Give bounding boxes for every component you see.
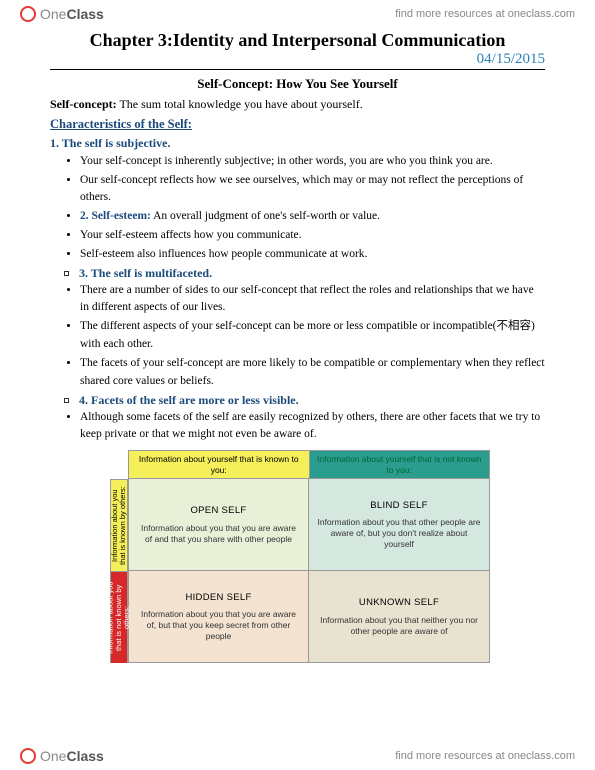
johari-side-known-by-others: Information about you that is known by o… [110,479,128,571]
johari-body: Information about you that is known by o… [110,479,490,663]
section-title: Self-Concept: How You See Yourself [50,76,545,92]
brand-name: OneClass [40,6,104,22]
characteristics-heading: Characteristics of the Self: [50,117,545,132]
bullet-list: There are a number of sides to our self-… [80,282,545,391]
page-header: OneClass find more resources at oneclass… [0,0,595,28]
johari-header-known-to-you: Information about yourself that is known… [128,450,310,479]
bullet-list: Although some facets of the self are eas… [80,409,545,445]
logo-icon [20,6,36,22]
list-item: Your self-concept is inherently subjecti… [80,153,545,171]
johari-header-not-known-to-you: Information about yourself that is not k… [310,450,491,479]
johari-cell-blind: BLIND SELF Information about you that ot… [309,479,490,571]
page-footer: OneClass find more resources at oneclass… [0,742,595,770]
bullet-list: Your self-concept is inherently subjecti… [80,153,545,264]
cell-desc: Information about you that neither you n… [317,615,481,637]
heading-4: 4. Facets of the self are more or less v… [79,393,299,407]
definition-text: The sum total knowledge you have about y… [117,97,363,111]
heading-2-text: An overall judgment of one's self-worth … [151,210,380,222]
footer-link[interactable]: find more resources at oneclass.com [395,750,575,762]
brand-logo: OneClass [20,748,104,764]
list-item: Self-esteem also influences how people c… [80,246,545,264]
cell-desc: Information about you that other people … [317,517,481,550]
johari-top-headers: Information about yourself that is known… [128,450,490,479]
johari-window: Information about yourself that is known… [110,450,490,663]
brand-logo: OneClass [20,6,104,22]
list-item: 2. Self-esteem: An overall judgment of o… [80,208,545,226]
logo-icon [20,748,36,764]
brand-name: OneClass [40,748,104,764]
cell-title: OPEN SELF [137,505,300,517]
chapter-title: Chapter 3:Identity and Interpersonal Com… [50,30,545,51]
cell-desc: Information about you that you are aware… [137,609,300,642]
header-link[interactable]: find more resources at oneclass.com [395,8,575,20]
johari-cell-open: OPEN SELF Information about you that you… [128,479,309,571]
cell-title: BLIND SELF [317,500,481,512]
document-date: 04/15/2015 [50,51,545,70]
heading-2-term: 2. Self-esteem: [80,210,151,222]
list-item: Although some facets of the self are eas… [80,409,545,445]
list-item: Our self-concept reflects how we see our… [80,172,545,208]
list-item: The facets of your self-concept are more… [80,355,545,391]
johari-grid: OPEN SELF Information about you that you… [128,479,490,663]
heading-1: 1. The self is subjective. [50,136,545,151]
johari-cell-hidden: HIDDEN SELF Information about you that y… [128,571,309,663]
definition-line: Self-concept: The sum total knowledge yo… [50,96,545,113]
cell-title: HIDDEN SELF [137,592,300,604]
definition-term: Self-concept: [50,97,117,111]
heading-3: 3. The self is multifaceted. [79,266,212,280]
hollow-bullet-row: 3. The self is multifaceted. [64,266,545,281]
list-item: The different aspects of your self-conce… [80,318,545,354]
cell-title: UNKNOWN SELF [317,597,481,609]
hollow-bullet-row: 4. Facets of the self are more or less v… [64,393,545,408]
square-bullet-icon [64,271,69,276]
document-content: Chapter 3:Identity and Interpersonal Com… [0,30,595,663]
johari-cell-unknown: UNKNOWN SELF Information about you that … [309,571,490,663]
list-item: There are a number of sides to our self-… [80,282,545,318]
cell-desc: Information about you that you are aware… [137,523,300,545]
johari-side-not-known-by-others: Information about you that is not known … [110,571,128,663]
johari-side-headers: Information about you that is known by o… [110,479,128,663]
square-bullet-icon [64,398,69,403]
list-item: Your self-esteem affects how you communi… [80,227,545,245]
